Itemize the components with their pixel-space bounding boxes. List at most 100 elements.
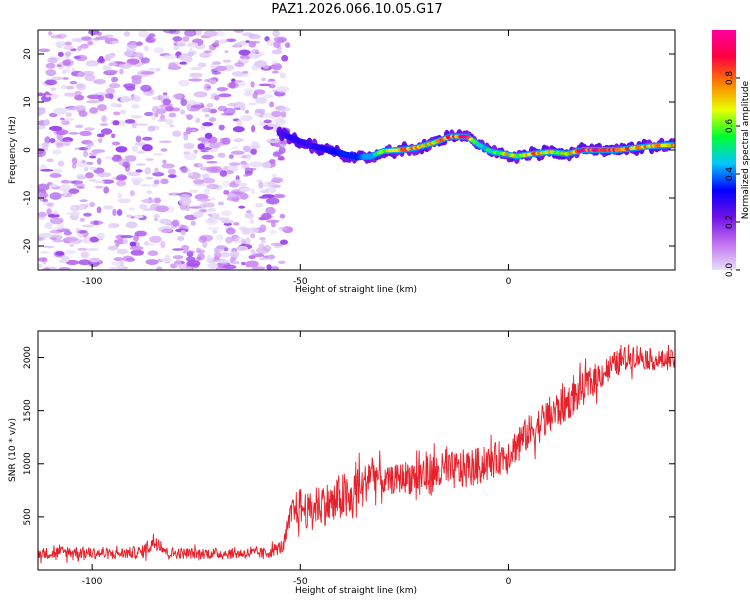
noise-blob (71, 211, 80, 217)
noise-blob (83, 212, 92, 217)
noise-blob (189, 72, 203, 78)
noise-blob (239, 55, 252, 60)
snr-ytick-label: 500 (23, 508, 33, 525)
noise-blob (266, 264, 272, 270)
noise-blob (204, 132, 213, 139)
noise-blob (266, 219, 280, 223)
noise-blob (166, 205, 175, 214)
noise-blob (119, 109, 127, 115)
noise-blob (178, 79, 190, 87)
noise-blob (249, 218, 255, 224)
noise-blob (226, 170, 234, 175)
noise-blob (133, 214, 144, 219)
noise-blob (268, 254, 275, 260)
noise-blob (172, 36, 183, 42)
noise-blob (180, 109, 186, 115)
noise-blob (125, 155, 137, 162)
heatmap-ytick-label: -20 (23, 238, 33, 253)
noise-blob (243, 174, 249, 177)
noise-blob (258, 243, 265, 249)
noise-blob (48, 31, 53, 36)
noise-blob (233, 222, 240, 226)
noise-blob (43, 119, 50, 126)
noise-blob (76, 175, 87, 180)
noise-blob (199, 52, 212, 58)
noise-blob (167, 174, 177, 179)
noise-blob (186, 103, 192, 111)
noise-blob (71, 157, 78, 165)
noise-blob (80, 251, 90, 259)
noise-blob (131, 121, 138, 129)
noise-blob (144, 167, 152, 175)
noise-blob (207, 217, 215, 223)
noise-blob (131, 145, 139, 152)
noise-blob (65, 118, 75, 121)
noise-blob (97, 137, 103, 144)
noise-blob (209, 142, 217, 148)
noise-blob (168, 112, 177, 118)
noise-blob (261, 161, 272, 169)
noise-blob (203, 50, 212, 54)
noise-blob (115, 180, 127, 187)
noise-blob (108, 83, 121, 89)
noise-blob (249, 161, 264, 168)
noise-blob (68, 188, 80, 195)
noise-blob (89, 201, 96, 208)
noise-blob (142, 136, 153, 141)
noise-blob (111, 141, 121, 146)
noise-blob (69, 80, 78, 85)
noise-blob (229, 250, 240, 258)
noise-blob (38, 257, 48, 262)
noise-blob (251, 266, 266, 270)
noise-blob (49, 125, 63, 131)
noise-blob (123, 50, 134, 57)
noise-blob (88, 30, 100, 36)
noise-blob (183, 142, 195, 150)
noise-blob (74, 94, 85, 101)
noise-blob (232, 80, 243, 83)
noise-blob (173, 40, 178, 46)
noise-blob (228, 162, 241, 166)
noise-blob (130, 115, 143, 119)
noise-blob (45, 94, 50, 98)
noise-blob (241, 261, 246, 266)
noise-blob (44, 136, 51, 144)
noise-blob (128, 207, 135, 211)
noise-blob (82, 150, 89, 158)
noise-blob (93, 220, 99, 226)
noise-blob (71, 162, 77, 169)
noise-blob (77, 45, 82, 52)
noise-blob (84, 166, 89, 172)
noise-blob (218, 124, 225, 131)
noise-blob (225, 236, 233, 244)
noise-blob (195, 256, 202, 262)
noise-blob (153, 214, 160, 219)
noise-blob (261, 212, 272, 220)
noise-blob (161, 163, 175, 169)
noise-blob (158, 140, 172, 144)
noise-blob (58, 184, 71, 192)
noise-blob (87, 94, 101, 100)
noise-blob (225, 227, 236, 235)
noise-blob (130, 249, 145, 256)
noise-blob (191, 129, 197, 133)
noise-blob (203, 187, 211, 196)
noise-blob (250, 81, 255, 88)
noise-blob (101, 115, 107, 123)
noise-blob (195, 247, 202, 254)
noise-blob (135, 123, 149, 126)
noise-blob (93, 78, 106, 85)
noise-blob (79, 130, 92, 137)
noise-blob (197, 62, 207, 68)
noise-blob (113, 111, 121, 116)
noise-blob (41, 142, 49, 149)
noise-blob (85, 62, 98, 67)
noise-blob (206, 183, 219, 190)
noise-blob (269, 229, 277, 235)
noise-blob (216, 217, 230, 221)
noise-blob (202, 177, 216, 184)
noise-blob (239, 187, 252, 192)
noise-blob (110, 260, 123, 266)
noise-blob (156, 266, 163, 270)
